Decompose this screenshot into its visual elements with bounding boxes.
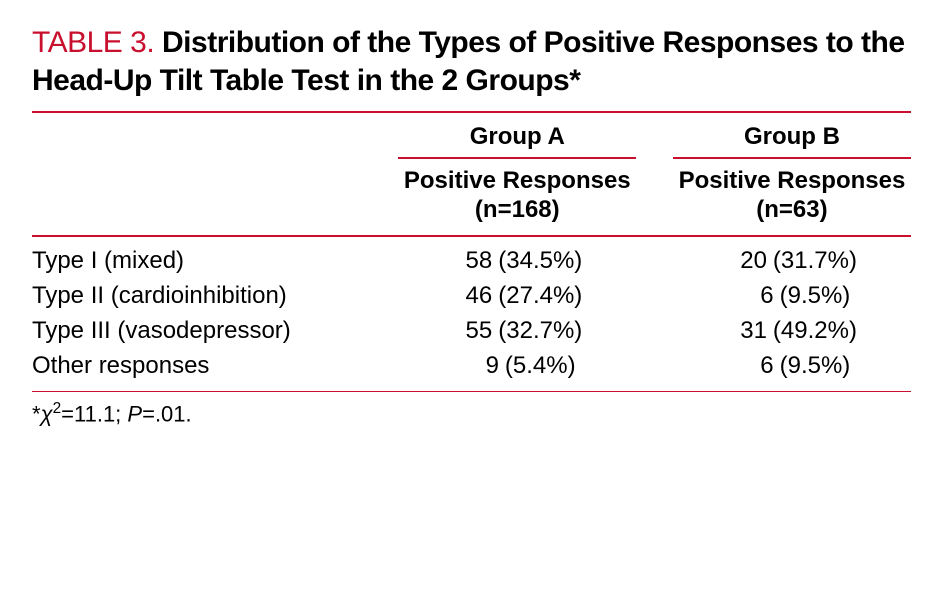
group-b-value: 31(49.2%) [673,313,911,348]
group-a-subheader: Positive Responses (n=168) [398,159,636,236]
table-label: TABLE 3. [32,26,154,59]
table-row: Type I (mixed) 58(34.5%) 20(31.7%) [32,237,911,278]
footnote: *χ2=11.1; P=.01. [32,392,911,428]
row-label: Type III (vasodepressor) [32,313,398,348]
group-a-header: Group A [398,113,636,158]
group-a-value: 55(32.7%) [398,313,636,348]
group-b-value: 20(31.7%) [673,237,911,278]
group-header-row: Group A Group B [32,113,911,158]
table-row: Type II (cardioinhibition) 46(27.4%) 6(9… [32,278,911,313]
row-label: Type I (mixed) [32,237,398,278]
row-label: Type II (cardioinhibition) [32,278,398,313]
group-b-value: 6(9.5%) [673,348,911,383]
sub-header-row: Positive Responses (n=168) Positive Resp… [32,159,911,236]
table-title: TABLE 3. Distribution of the Types of Po… [32,24,911,99]
group-a-value: 46(27.4%) [398,278,636,313]
group-a-value: 9(5.4%) [398,348,636,383]
row-label: Other responses [32,348,398,383]
table-row: Other responses 9(5.4%) 6(9.5%) [32,348,911,383]
group-b-header: Group B [673,113,911,158]
table-title-text: Distribution of the Types of Positive Re… [32,26,905,97]
group-b-value: 6(9.5%) [673,278,911,313]
table-row: Type III (vasodepressor) 55(32.7%) 31(49… [32,313,911,348]
title-asterisk: * [569,64,580,97]
data-table: Group A Group B Positive Responses (n=16… [32,113,911,383]
group-b-subheader: Positive Responses (n=63) [673,159,911,236]
group-a-value: 58(34.5%) [398,237,636,278]
